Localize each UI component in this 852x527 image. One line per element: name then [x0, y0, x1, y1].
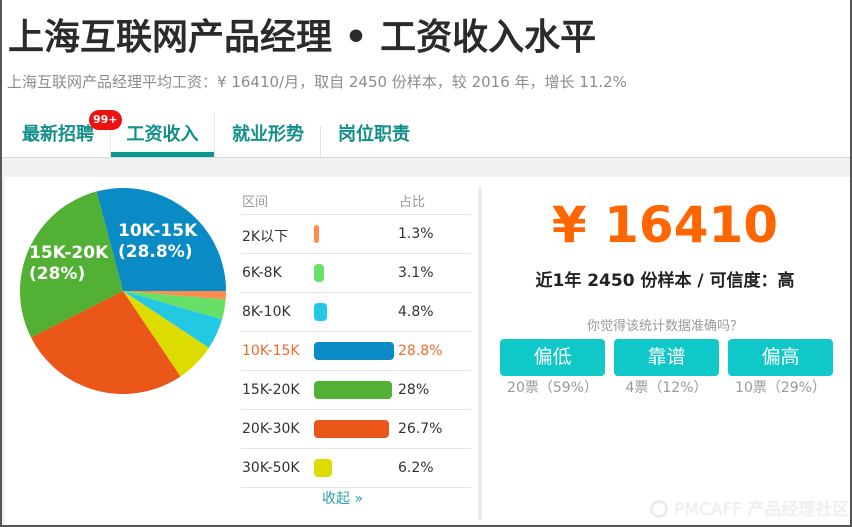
ratio-value: 6.2% [398, 460, 434, 476]
vote-too-low-button[interactable]: 偏低 [500, 339, 605, 376]
column-header-range: 区间 [242, 195, 269, 210]
pie-label-10k-15k: 10K-15K (28.8%) [118, 221, 198, 262]
pie-slice [123, 291, 226, 320]
ratio-bar [314, 381, 392, 399]
ratio-bar [314, 264, 324, 282]
tab-label: 最新招聘 [22, 124, 94, 145]
tab-label: 工资收入 [126, 124, 199, 145]
accuracy-question: 你觉得该统计数据准确吗？ [586, 319, 743, 334]
tab-latest-jobs[interactable]: 最新招聘 [20, 112, 96, 157]
pmcaff-logo-icon [650, 500, 668, 518]
vote-accurate-count: 4票（12%） [625, 380, 708, 396]
ratio-bar [314, 420, 389, 438]
watermark: PMCAFF 产品经理社区 [650, 495, 849, 520]
range-label: 6K-8K [242, 265, 282, 281]
pie-label-15k-20k: 15K-20K (28%) [29, 243, 109, 284]
vote-too-high-button[interactable]: 偏高 [728, 339, 833, 376]
table-row: 10K-15K 28.8% [241, 332, 471, 371]
tab-employment-trend[interactable]: 就业形势 [230, 112, 306, 157]
ratio-bar [314, 459, 332, 477]
tab-job-duties[interactable]: 岗位职责 [336, 112, 412, 157]
sample-info: 近1年 2450 份样本 / 可信度：高 [535, 271, 795, 291]
table-header: 区间 占比 [241, 186, 471, 215]
table-row: 15K-20K 28% [241, 371, 471, 410]
page-subtitle: 上海互联网产品经理平均工资：¥ 16410/月，取自 2450 份样本，较 20… [7, 73, 627, 91]
salary-pie-chart [20, 188, 226, 394]
collapse-link[interactable]: 收起 » [322, 491, 364, 507]
column-header-ratio: 占比 [399, 195, 426, 210]
tab-label: 就业形势 [232, 124, 304, 145]
table-row: 2K以下 1.3% [241, 215, 471, 254]
table-row: 20K-30K 26.7% [241, 410, 471, 449]
vote-too-high-count: 10票（29%） [735, 380, 826, 396]
range-label: 2K以下 [242, 229, 289, 245]
pie-slice [123, 291, 223, 348]
average-salary: ¥ 16410 [551, 196, 779, 254]
pie-slice [123, 291, 209, 377]
ratio-value: 26.7% [398, 421, 443, 437]
table-row: 6K-8K 3.1% [241, 254, 471, 293]
tab-label: 岗位职责 [338, 124, 410, 145]
range-label: 10K-15K [242, 343, 300, 359]
tab-bar: 最新招聘 工资收入 就业形势 岗位职责 [0, 112, 852, 164]
tab-salary-income[interactable]: 工资收入 [110, 112, 215, 157]
range-label: 30K-50K [242, 460, 300, 476]
pie-slice [123, 291, 226, 300]
ratio-bar [314, 225, 319, 243]
salary-distribution-table: 区间 占比 2K以下 1.3% 6K-8K 3.1% 8K-10K 4.8% 10K-15K… [241, 186, 471, 488]
pie-slice [20, 191, 123, 338]
pie-slice [96, 188, 226, 291]
range-label: 8K-10K [242, 304, 291, 320]
ratio-value: 3.1% [398, 265, 434, 281]
ratio-bar [314, 303, 327, 321]
pie-slice [31, 291, 181, 394]
ratio-value: 28.8% [398, 343, 443, 359]
table-row: 8K-10K 4.8% [241, 293, 471, 332]
range-label: 20K-30K [242, 421, 300, 437]
page-title: 上海互联网产品经理 • 工资收入水平 [8, 17, 597, 58]
vote-accurate-button[interactable]: 靠谱 [614, 339, 719, 376]
ratio-value: 28% [398, 382, 430, 398]
vote-too-low-count: 20票（59%） [507, 380, 598, 396]
ratio-value: 1.3% [398, 226, 434, 242]
tab-divider [320, 126, 321, 164]
ratio-bar [314, 342, 394, 360]
range-label: 15K-20K [242, 382, 300, 398]
panel-divider [478, 187, 482, 520]
table-row: 30K-50K 6.2% [241, 449, 471, 488]
ratio-value: 4.8% [398, 304, 434, 320]
notification-badge: 99+ [89, 110, 122, 130]
